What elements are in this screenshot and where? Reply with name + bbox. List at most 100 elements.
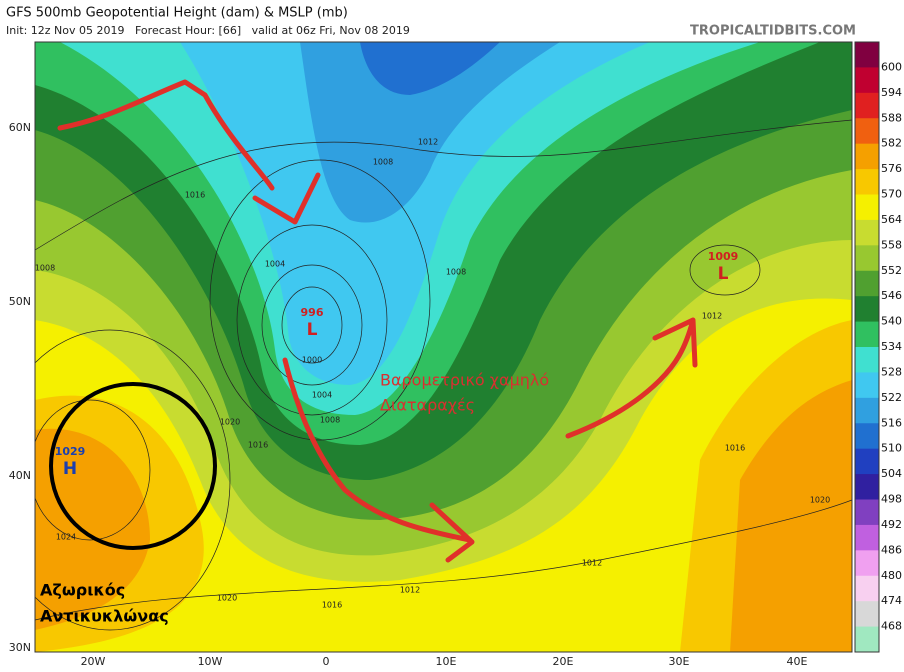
longitude-label: 10W	[198, 655, 223, 668]
colorbar-label: 546	[881, 289, 902, 302]
colorbar-swatch	[855, 524, 879, 551]
colorbar-label: 564	[881, 213, 902, 226]
colorbar-label: 468	[881, 620, 902, 633]
contour-label: 1016	[322, 601, 342, 610]
colorbar-swatch	[855, 321, 879, 348]
subtitle: Init: 12z Nov 05 2019 Forecast Hour: [66…	[6, 24, 410, 37]
low-track-arrow	[282, 357, 475, 563]
contour-label: 1004	[265, 260, 285, 269]
colorbar-label: 576	[881, 162, 902, 175]
colorbar-swatch	[855, 575, 879, 602]
colorbar-swatch	[855, 550, 879, 577]
colorbar-swatch	[855, 118, 879, 145]
isobar	[35, 399, 151, 541]
colorbar-swatch	[855, 245, 879, 272]
longitude-label: 20W	[81, 655, 106, 668]
colorbar-swatch	[855, 169, 879, 195]
contour-label: 1008	[373, 158, 393, 167]
colorbar-label: 522	[881, 391, 902, 404]
colorbar-swatch	[855, 194, 879, 221]
contour-label: 1020	[217, 594, 237, 603]
colorbar-swatch	[855, 474, 879, 500]
colorbar-label: 594	[881, 86, 902, 99]
colorbar-frame	[854, 41, 880, 653]
colorbar-label: 600	[881, 60, 902, 73]
colorbar-swatch	[855, 42, 879, 68]
pressure-symbol: L	[718, 264, 729, 284]
colorbar-swatch	[855, 347, 879, 373]
contour-label: 1012	[702, 312, 722, 321]
low-annotation: Βαρομετρικό χαμηλό	[380, 371, 549, 390]
latitude-label: 60N	[9, 121, 31, 134]
colorbar-swatch	[855, 601, 879, 628]
pressure-symbol: L	[307, 320, 318, 340]
colorbar-swatch	[855, 372, 879, 399]
isobar	[35, 329, 231, 631]
latitude-label: 40N	[9, 469, 31, 482]
disturbance-arrow	[565, 317, 698, 439]
colorbar-label: 588	[881, 111, 902, 124]
longitude-label: 40E	[787, 655, 808, 668]
field-528	[180, 42, 650, 385]
colorbar-swatch	[855, 397, 879, 424]
pressure-value: 1029	[55, 445, 86, 458]
high-annotation: Αντικυκλώνας	[40, 607, 169, 626]
colorbar-label: 504	[881, 467, 902, 480]
colorbar-label: 510	[881, 442, 902, 455]
longitude-label: 20E	[553, 655, 574, 668]
latitude-label: 50N	[9, 295, 31, 308]
field-516	[360, 42, 500, 95]
isobar	[209, 159, 431, 441]
high-circle	[49, 382, 217, 550]
contour-label: 1012	[400, 586, 420, 595]
contour-label: 1000	[302, 356, 322, 365]
field-582-east	[730, 380, 852, 652]
colorbar-label: 480	[881, 569, 902, 582]
title: GFS 500mb Geopotential Height (dam) & MS…	[6, 6, 348, 21]
colorbar-label: 528	[881, 365, 902, 378]
colorbar-label: 516	[881, 416, 902, 429]
colorbar-swatch	[855, 296, 879, 323]
field-522	[300, 42, 560, 223]
pressure-value: 996	[301, 306, 324, 319]
colorbar-swatch	[855, 143, 879, 170]
colorbar-swatch	[855, 626, 879, 653]
pressure-symbol: H	[63, 459, 77, 479]
contour-label: 1016	[185, 191, 205, 200]
contour-label: 1012	[418, 138, 438, 147]
jet-arrow	[57, 79, 321, 225]
colorbar-label: 558	[881, 238, 902, 251]
isobar	[281, 286, 343, 364]
longitude-label: 30E	[669, 655, 690, 668]
colorbar-label: 534	[881, 340, 902, 353]
latitude-label: 30N	[9, 641, 31, 654]
high-annotation: Αζωρικός	[40, 581, 125, 600]
longitude-label: 0	[323, 655, 330, 668]
source: TROPICALTIDBITS.COM	[690, 24, 856, 39]
contour-label: 1024	[56, 533, 76, 542]
colorbar-label: 492	[881, 518, 902, 531]
colorbar-swatch	[855, 423, 879, 450]
colorbar-swatch	[855, 270, 879, 297]
colorbar-swatch	[855, 448, 879, 475]
colorbar-swatch	[855, 499, 879, 526]
contour-label: 1008	[320, 416, 340, 425]
colorbar-label: 570	[881, 188, 902, 201]
colorbar-label: 540	[881, 315, 902, 328]
contour-label: 1012	[582, 559, 602, 568]
contour-label: 1020	[220, 418, 240, 427]
low-annotation: Διαταραχές	[380, 396, 475, 415]
contour-label: 1008	[35, 264, 55, 273]
colorbar-label: 498	[881, 493, 902, 506]
pressure-value: 1009	[708, 250, 739, 263]
isobar	[261, 264, 363, 386]
colorbar-swatch	[855, 92, 879, 119]
contour-label: 1016	[248, 441, 268, 450]
colorbar-label: 486	[881, 543, 902, 556]
isobar	[236, 224, 388, 416]
colorbar-swatch	[855, 219, 879, 246]
contour-label: 1016	[725, 444, 745, 453]
colorbar-label: 552	[881, 264, 902, 277]
